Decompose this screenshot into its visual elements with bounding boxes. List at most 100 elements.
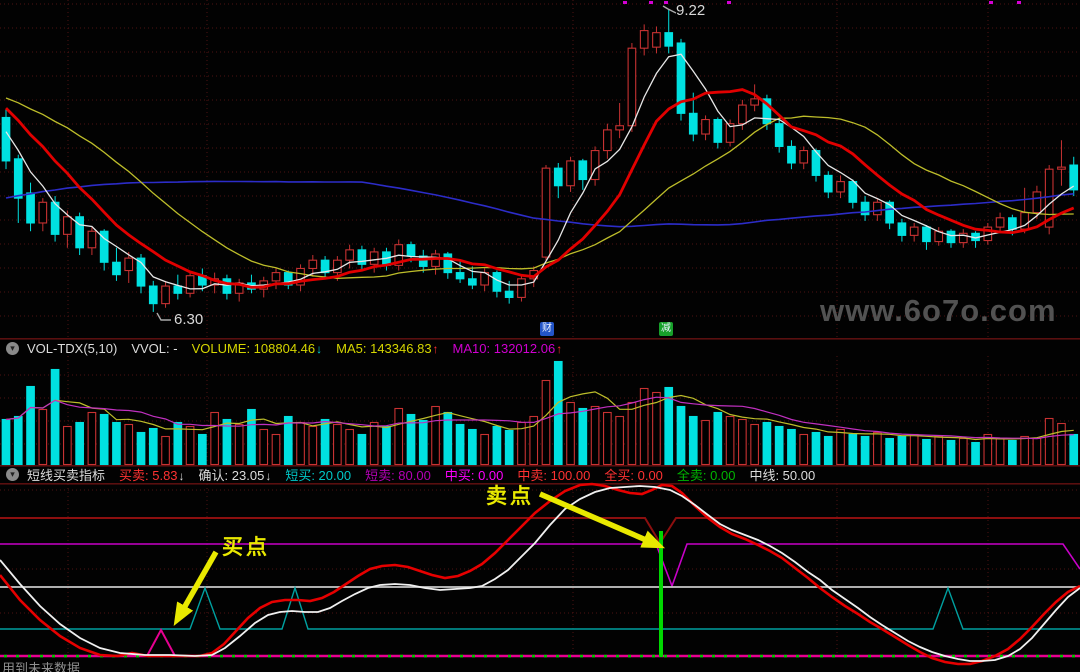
- sell-all-dotted-line: [688, 654, 691, 658]
- volume-ma-line: [5, 391, 1074, 441]
- volume-indicator-values: VOL-TDX(5,10) VVOL: - VOLUME: 108804.46↓ MA…: [27, 341, 576, 356]
- sell-all-dotted-line: [388, 654, 391, 658]
- trade-curve-red: [0, 482, 1080, 666]
- sell-all-dotted-line: [952, 654, 955, 658]
- low-price-label: 6.30: [174, 311, 204, 328]
- new-high-dot: [623, 1, 627, 4]
- sell-all-dotted-line: [460, 654, 463, 658]
- sell-all-dotted-line: [496, 654, 499, 658]
- sell-all-dotted-line: [76, 654, 79, 658]
- sell-all-dotted-line: [832, 654, 835, 658]
- sell-all-dotted-line: [640, 654, 643, 658]
- sell-all-dotted-line: [916, 654, 919, 658]
- sell-all-dotted-line: [880, 654, 883, 658]
- sell-all-dotted-line: [220, 654, 223, 658]
- volume-header-row: ▾ VOL-TDX(5,10) VVOL: - VOLUME: 108804.46↓…: [0, 340, 1080, 356]
- sell-all-dotted-line: [796, 654, 799, 658]
- trend-arrow-icon: ↓: [265, 468, 272, 483]
- sell-all-dotted-line: [568, 654, 571, 658]
- sell-all-dotted-line: [1060, 654, 1063, 658]
- sell-all-dotted-line: [316, 654, 319, 658]
- indicator-header-item: 中卖: 100.00: [517, 467, 591, 483]
- panel-separator: [0, 465, 1080, 467]
- new-high-dot: [649, 1, 653, 4]
- sell-all-dotted-line: [40, 654, 43, 658]
- sell-all-dotted-line: [304, 654, 307, 658]
- sell-all-dotted-line: [292, 654, 295, 658]
- sell-all-dotted-line: [484, 654, 487, 658]
- sell-all-dotted-line: [64, 654, 67, 658]
- trend-arrow-icon: ↑: [432, 341, 439, 356]
- sell-all-dotted-line: [436, 654, 439, 658]
- sell-all-dotted-line: [376, 654, 379, 658]
- sell-all-dotted-line: [988, 654, 991, 658]
- sell-all-dotted-line: [592, 654, 595, 658]
- sell-all-dotted-line: [724, 654, 727, 658]
- sell-all-dotted-line: [232, 654, 235, 658]
- high-price-label: 9.22: [676, 2, 706, 19]
- sell-all-dotted-line: [208, 654, 211, 658]
- sell-all-dotted-line: [268, 654, 271, 658]
- sell-all-dotted-line: [760, 654, 763, 658]
- sell-all-dotted-line: [1036, 654, 1039, 658]
- future-data-note: 用到未来数据: [2, 661, 81, 672]
- buy-point-annotation: 买点: [222, 536, 270, 559]
- new-high-dot: [1017, 1, 1021, 4]
- new-high-dot: [989, 1, 993, 4]
- sell-all-dotted-line: [1072, 654, 1075, 658]
- ma-line: [5, 53, 1075, 290]
- sell-all-dotted-line: [520, 654, 523, 658]
- sell-all-dotted-line: [472, 654, 475, 658]
- collapse-volume-pane-icon[interactable]: ▾: [6, 341, 19, 355]
- sell-all-dotted-line: [604, 654, 607, 658]
- sell-all-dotted-line: [892, 654, 895, 658]
- sell-all-dotted-line: [940, 654, 943, 658]
- volume-ma-line: [5, 396, 1074, 440]
- indicator-header-item: 买卖: 5.83↓: [119, 467, 185, 483]
- sell-all-dotted-line: [676, 654, 679, 658]
- sell-all-dotted-line: [736, 654, 739, 658]
- panel-separator: [0, 338, 1080, 340]
- sell-all-dotted-line: [328, 654, 331, 658]
- finance-report-marker[interactable]: 财: [540, 322, 554, 336]
- annotation-arrow: [173, 550, 219, 627]
- sell-all-dotted-line: [1024, 654, 1027, 658]
- share-reduction-marker[interactable]: 减: [659, 322, 673, 336]
- sell-all-dotted-line: [652, 654, 655, 658]
- trend-arrow-icon: ↓: [178, 468, 185, 483]
- sell-all-dotted-line: [808, 654, 811, 658]
- buy-signal-spike: [146, 627, 176, 657]
- annotation-arrow: [538, 491, 666, 549]
- indicator-header-item: 短买: 20.00: [285, 467, 352, 483]
- site-watermark: www.6o7o.com: [820, 293, 1057, 328]
- sell-all-dotted-line: [976, 654, 979, 658]
- sell-all-dotted-line: [508, 654, 511, 658]
- sell-all-dotted-line: [784, 654, 787, 658]
- sell-all-dotted-line: [400, 654, 403, 658]
- sell-all-dotted-line: [352, 654, 355, 658]
- sell-all-dotted-line: [664, 654, 667, 658]
- level-100-line: [0, 517, 1080, 545]
- indicator-header-item: 短线买卖指标: [27, 467, 106, 483]
- sell-all-dotted-line: [532, 654, 535, 658]
- sell-all-dotted-line: [4, 654, 7, 658]
- indicator-header-item: 短卖: 80.00: [365, 467, 431, 483]
- collapse-indicator-pane-icon[interactable]: ▾: [6, 467, 19, 481]
- sell-all-dotted-line: [772, 654, 775, 658]
- sell-all-dotted-line: [448, 654, 451, 658]
- sell-all-dotted-line: [856, 654, 859, 658]
- indicator-header-item: 全买: 0.00: [604, 467, 663, 483]
- indicator-header-item: 确认: 23.05↓: [198, 467, 272, 483]
- sell-all-dotted-line: [628, 654, 631, 658]
- new-high-dot: [727, 1, 731, 4]
- indicator-header-item: 中线: 50.00: [749, 467, 816, 483]
- candlestick-layer: [1, 9, 1079, 312]
- new-high-dot: [664, 1, 668, 4]
- sell-all-dotted-line: [424, 654, 427, 658]
- ma-line: [5, 97, 1074, 280]
- volume-header-item: VVOL: -: [131, 340, 178, 356]
- sell-all-dotted-line: [556, 654, 559, 658]
- panel-separator: [0, 483, 1080, 485]
